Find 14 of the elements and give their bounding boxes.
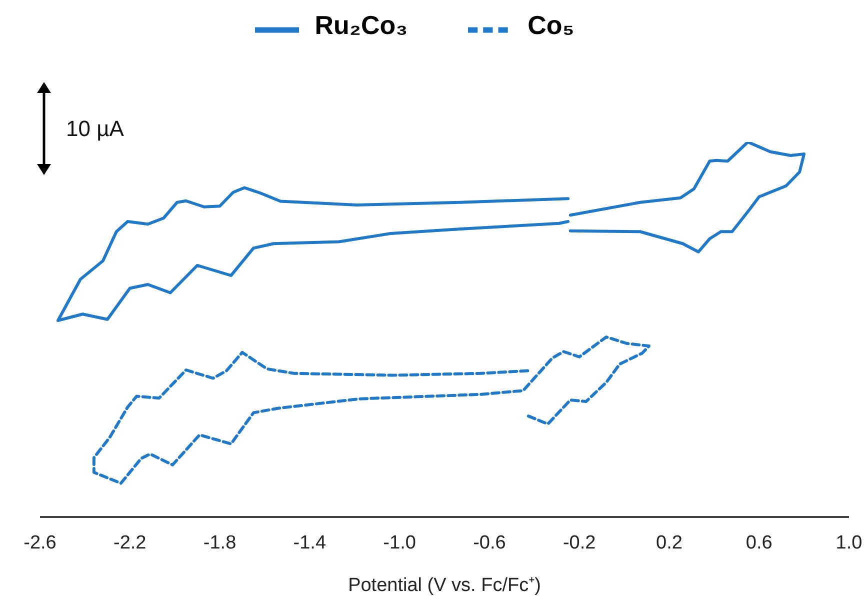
legend-label: Co₅ — [528, 10, 574, 40]
text: 10 µA — [66, 116, 124, 142]
x-tick-label: -0.2 — [562, 532, 596, 554]
x-tick-label: -2.6 — [24, 532, 56, 554]
x-tick-label: -1.0 — [383, 532, 416, 554]
x-tick-label: 0.2 — [656, 532, 682, 554]
x-tick-label: -2.2 — [114, 532, 146, 554]
x-tick-label: -1.4 — [293, 532, 326, 554]
x-axis-title: Potential (V vs. Fc/Fc⁺) — [348, 575, 541, 596]
x-tick-label: -1.8 — [203, 532, 236, 554]
x-tick-label: -0.6 — [473, 532, 506, 554]
legend-label: Ru₂Co₃ — [314, 10, 408, 40]
x-tick-label: 0.6 — [746, 532, 772, 554]
x-tick-label: 1.0 — [836, 532, 862, 554]
